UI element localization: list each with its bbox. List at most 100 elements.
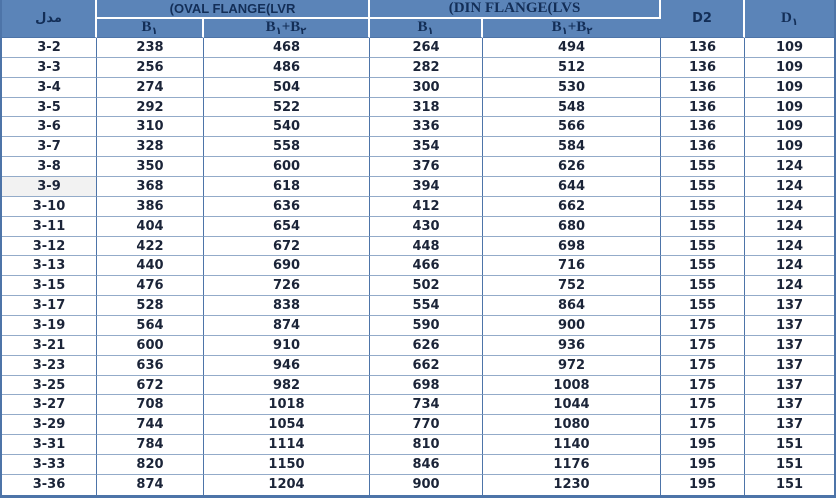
din-b1b2-cell: 1008 [483, 375, 662, 396]
din-b1b2-cell: 752 [483, 276, 662, 297]
model-cell: 3-5 [2, 97, 97, 118]
d1-cell: 124 [745, 216, 834, 237]
din-b1b2-cell: 512 [483, 57, 662, 78]
din-b1-cell: 318 [370, 97, 484, 118]
model-cell: 3-25 [2, 375, 97, 396]
table-body: 3-2 238 468 264 494 136 109 3-3 256 486 … [2, 38, 834, 495]
d2-cell: 155 [661, 216, 746, 237]
din-b1b2-cell: 936 [483, 335, 662, 356]
model-cell: 3-17 [2, 296, 97, 317]
oval-b1b2-cell: 910 [204, 335, 371, 356]
d2-cell: 175 [661, 335, 746, 356]
d2-cell: 195 [661, 455, 746, 475]
header-model: مدل [2, 0, 97, 38]
oval-b1b2-cell: 654 [204, 216, 371, 237]
d2-cell: 155 [661, 196, 746, 217]
d1-cell: 137 [745, 375, 834, 396]
d1-cell: 137 [745, 335, 834, 356]
model-cell: 3-21 [2, 335, 97, 356]
din-b1-cell: 846 [370, 455, 484, 475]
din-b1b2-cell: 698 [483, 236, 662, 257]
d1-cell: 124 [745, 157, 834, 178]
header-oval-flange-group: (OVAL FLANGE(LVR [97, 0, 371, 19]
model-cell: 3-36 [2, 474, 97, 495]
table-row: 3-12 422 672 448 698 155 124 [2, 236, 834, 257]
din-b1b2-cell: 644 [483, 177, 662, 197]
oval-b1b2-cell: 1114 [204, 435, 371, 456]
din-b1b2-cell: 716 [483, 256, 662, 277]
d1-cell: 137 [745, 296, 834, 317]
d1-cell: 109 [745, 117, 834, 138]
oval-b1-cell: 744 [97, 415, 204, 436]
oval-b1-cell: 292 [97, 97, 204, 118]
oval-b1-cell: 600 [97, 335, 204, 356]
din-b1-cell: 336 [370, 117, 484, 138]
din-b1b2-cell: 972 [483, 355, 662, 376]
d2-cell: 136 [661, 38, 746, 58]
table-header: مدل (OVAL FLANGE(LVR (DIN FLANGE(LVS D2 … [2, 0, 834, 38]
table-row: 3-31 784 1114 810 1140 195 151 [2, 435, 834, 456]
model-cell: 3-8 [2, 157, 97, 178]
model-cell: 3-19 [2, 316, 97, 336]
d2-cell: 136 [661, 57, 746, 78]
din-b1-cell: 466 [370, 256, 484, 277]
oval-b1-cell: 274 [97, 77, 204, 98]
model-cell: 3-12 [2, 236, 97, 257]
d1-cell: 151 [745, 455, 834, 475]
d2-cell: 155 [661, 296, 746, 317]
oval-b1-cell: 310 [97, 117, 204, 138]
header-din-b1: B١ [370, 19, 484, 38]
oval-b1-cell: 636 [97, 355, 204, 376]
table-row: 3-13 440 690 466 716 155 124 [2, 256, 834, 277]
table-row: 3-8 350 600 376 626 155 124 [2, 157, 834, 178]
din-b1b2-cell: 1140 [483, 435, 662, 456]
oval-b1-cell: 784 [97, 435, 204, 456]
din-b1-cell: 662 [370, 355, 484, 376]
oval-b1-cell: 476 [97, 276, 204, 297]
d1-base: D [781, 9, 792, 26]
d2-cell: 175 [661, 355, 746, 376]
d1-cell: 109 [745, 38, 834, 58]
oval-b1-cell: 256 [97, 57, 204, 78]
header-oval-b1-plus-b2: B١+B٢ [204, 19, 371, 38]
d2-cell: 175 [661, 415, 746, 436]
table-row: 3-7 328 558 354 584 136 109 [2, 137, 834, 158]
d2-cell: 155 [661, 157, 746, 178]
din-b1b2-cell: 1230 [483, 474, 662, 495]
oval-b1b2-cell: 690 [204, 256, 371, 277]
oval-b1-cell: 440 [97, 256, 204, 277]
table-row: 3-23 636 946 662 972 175 137 [2, 355, 834, 376]
d1-cell: 109 [745, 77, 834, 98]
oval-b1b2-cell: 522 [204, 97, 371, 118]
table-row: 3-4 274 504 300 530 136 109 [2, 77, 834, 98]
table-row: 3-6 310 540 336 566 136 109 [2, 117, 834, 138]
oval-b1-cell: 422 [97, 236, 204, 257]
oval-b1-cell: 564 [97, 316, 204, 336]
oval-b1b2-cell: 982 [204, 375, 371, 396]
din-b1b2-cell: 494 [483, 38, 662, 58]
din-b1-cell: 770 [370, 415, 484, 436]
oval-b1-cell: 404 [97, 216, 204, 237]
din-b1-cell: 590 [370, 316, 484, 336]
d2-cell: 195 [661, 435, 746, 456]
model-cell: 3-11 [2, 216, 97, 237]
d2-cell: 136 [661, 77, 746, 98]
oval-b1b2-cell: 600 [204, 157, 371, 178]
din-b1b2-cell: 566 [483, 117, 662, 138]
oval-b1-cell: 328 [97, 137, 204, 158]
d1-cell: 109 [745, 57, 834, 78]
d1-cell: 124 [745, 196, 834, 217]
din-b1-cell: 734 [370, 395, 484, 416]
oval-b1-cell: 350 [97, 157, 204, 178]
table-row: 3-21 600 910 626 936 175 137 [2, 335, 834, 356]
oval-b1b2-cell: 1054 [204, 415, 371, 436]
model-cell: 3-6 [2, 117, 97, 138]
table-row: 3-9 368 618 394 644 155 124 [2, 177, 834, 197]
model-cell: 3-23 [2, 355, 97, 376]
din-b1b2-cell: 662 [483, 196, 662, 217]
d2-cell: 195 [661, 474, 746, 495]
din-b1b2-cell: 1044 [483, 395, 662, 416]
oval-b1-cell: 672 [97, 375, 204, 396]
din-b1b2-cell: 1080 [483, 415, 662, 436]
